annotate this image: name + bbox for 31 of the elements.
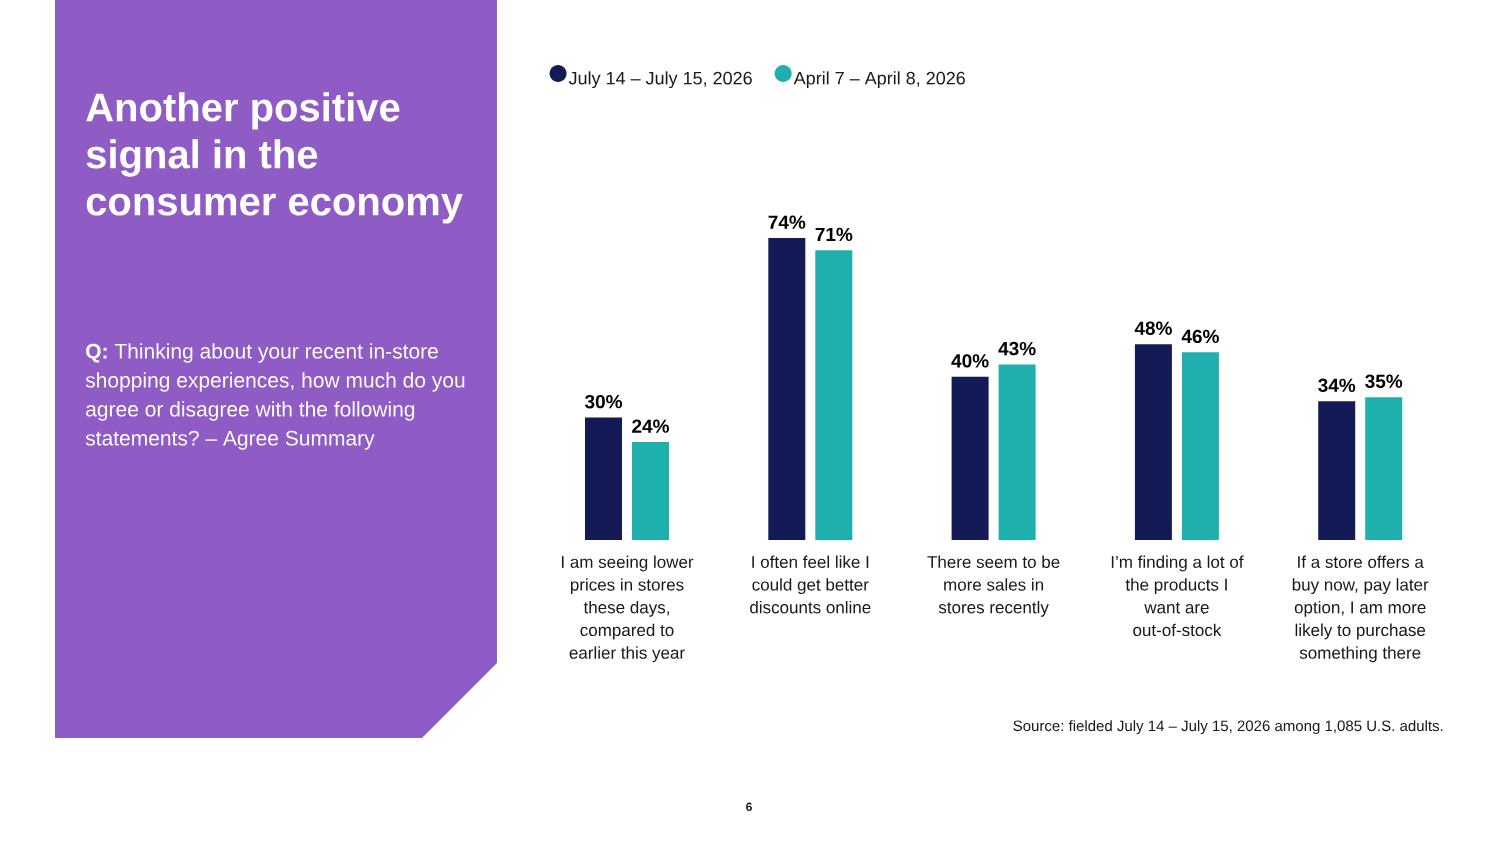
bar [632, 442, 670, 540]
legend-label: April 7 – April 8, 2026 [793, 71, 965, 89]
data-label: 35% [1365, 374, 1403, 388]
x-tick-label: I often feel like I could get better discounts online [750, 555, 871, 614]
bar [1365, 397, 1403, 540]
data-label: 24% [632, 419, 670, 433]
bar [998, 364, 1036, 540]
bar [1318, 401, 1356, 540]
data-label: 30% [584, 394, 623, 409]
text: Q: Thinking about your recent in-store shopping experiences, how much do you agree or disagree with the following statements? – Agree Summary [85, 343, 465, 450]
x-tick-label: There seem to be more sales in stores recently [927, 555, 1060, 617]
bar [951, 376, 989, 540]
source-note: Source: fielded July 14 – July 15, 2026 among 1,085 U.S. adults. [1013, 720, 1443, 735]
data-label: 48% [1134, 321, 1172, 335]
data-label: 43% [998, 341, 1036, 356]
bar [1181, 352, 1219, 540]
chart-title: Another positive signal in the consumer economy [86, 92, 463, 224]
x-tick-label: I am seeing lower prices in stores these days, compared to earlier this year [561, 555, 694, 663]
data-label: 74% [768, 215, 806, 229]
x-tick-label: I’m finding a lot of the products I want are out-of-stock [1111, 555, 1244, 637]
data-label: 46% [1181, 329, 1219, 344]
legend-label: July 14 – July 15, 2026 [568, 71, 752, 89]
bar [768, 238, 806, 540]
data-label: 40% [951, 354, 989, 368]
data-label: 34% [1318, 378, 1356, 393]
bar [815, 250, 853, 540]
text: 6 [746, 802, 752, 812]
x-tick-label: If a store offers a buy now, pay later option, I am more likely to purchase something there [1292, 555, 1429, 663]
bar [585, 417, 623, 540]
data-label: 71% [815, 227, 853, 242]
bar [1134, 344, 1172, 540]
